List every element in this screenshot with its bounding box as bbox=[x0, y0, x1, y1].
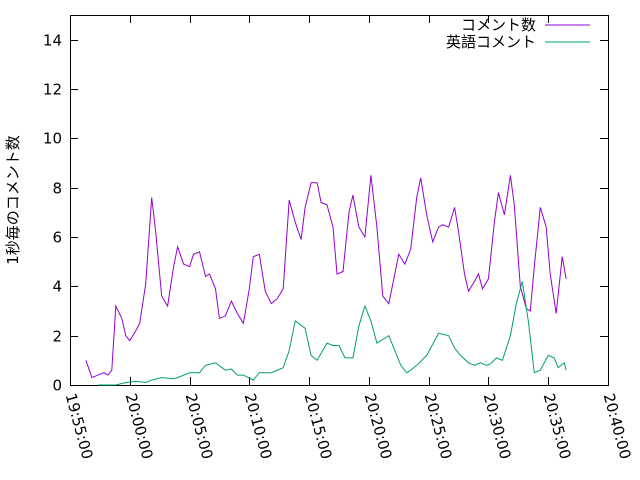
y-tick-label: 0 bbox=[52, 377, 62, 395]
legend-label: 英語コメント bbox=[446, 33, 536, 51]
y-tick-label: 8 bbox=[52, 180, 62, 198]
y-tick-label: 14 bbox=[43, 32, 62, 50]
series-lines bbox=[85, 175, 567, 386]
y-tick-label: 10 bbox=[43, 130, 62, 148]
x-tick-label: 20:10:00 bbox=[241, 391, 276, 461]
x-tick-label: 20:30:00 bbox=[480, 391, 515, 461]
x-tick-label: 20:00:00 bbox=[122, 391, 157, 461]
x-tick-label: 19:55:00 bbox=[62, 391, 97, 461]
x-tick-label: 20:40:00 bbox=[600, 391, 635, 461]
y-tick-label: 4 bbox=[52, 278, 62, 296]
x-tick-label: 20:15:00 bbox=[301, 391, 336, 461]
legend-label: コメント数 bbox=[461, 16, 536, 34]
x-tick-label: 20:35:00 bbox=[540, 391, 575, 461]
y-axis-ticks: 0 2 4 6 8 10 12 14 bbox=[43, 32, 608, 395]
x-tick-label: 20:20:00 bbox=[361, 391, 396, 461]
y-tick-label: 2 bbox=[52, 328, 62, 346]
x-tick-label: 20:25:00 bbox=[421, 391, 456, 461]
plot-frame bbox=[70, 15, 609, 386]
x-axis-ticks: 19:55:00 20:00:00 20:05:00 20:10:00 20:15:00… bbox=[62, 15, 635, 461]
x-tick-label: 20:05:00 bbox=[182, 391, 217, 461]
series-line-2 bbox=[97, 281, 567, 386]
series-line-1 bbox=[85, 175, 567, 379]
y-tick-label: 6 bbox=[52, 229, 62, 247]
y-tick-label: 12 bbox=[43, 81, 62, 99]
y-axis-label: 1秒毎のコメント数 bbox=[4, 135, 22, 265]
